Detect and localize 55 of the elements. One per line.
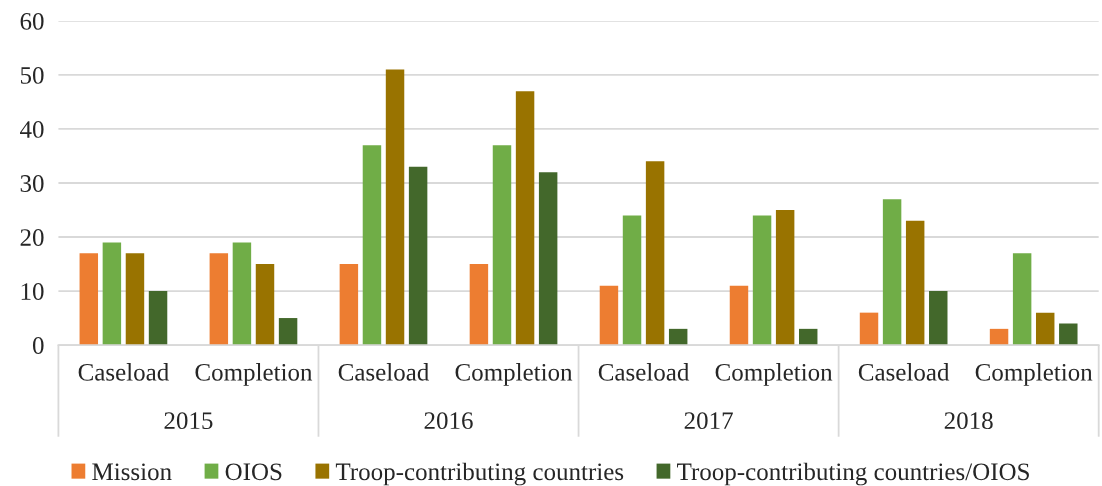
y-tick-label: 20 <box>20 229 44 246</box>
bar <box>538 172 558 346</box>
x-tick-label: Completion <box>715 363 833 386</box>
bar <box>668 328 688 346</box>
bar <box>408 166 428 346</box>
text: 2018 <box>944 412 993 430</box>
bar <box>148 291 168 346</box>
x-tick-label: Completion <box>195 363 313 386</box>
bar <box>515 91 535 346</box>
y-tick-label: 0 <box>32 337 44 354</box>
x-tick-label: Caseload <box>598 363 690 381</box>
bar <box>645 161 665 346</box>
text: 2017 <box>684 412 733 430</box>
bar <box>102 242 122 346</box>
legend-label: OIOS <box>225 463 282 481</box>
bar <box>859 312 879 346</box>
x-tick-label: Caseload <box>78 363 169 381</box>
bar <box>599 285 619 346</box>
bar <box>798 328 818 346</box>
y-tick-label: 30 <box>20 175 44 192</box>
bar <box>989 328 1009 346</box>
bar <box>1012 253 1032 346</box>
y-tick-label: 10 <box>21 283 44 300</box>
bar <box>209 253 229 346</box>
bar <box>469 264 489 346</box>
bar <box>125 253 145 346</box>
y-tick-label: 50 <box>20 66 44 84</box>
bar <box>1035 312 1055 346</box>
bar <box>339 264 359 346</box>
y-tick-label: 60 <box>20 12 44 30</box>
bar <box>255 264 275 346</box>
bar <box>752 215 772 346</box>
bar <box>362 145 382 346</box>
bar <box>385 69 405 346</box>
legend-label: Troop-contributing countries/OIOS <box>677 462 1029 486</box>
bar <box>929 291 948 346</box>
bar <box>232 242 252 346</box>
bar <box>905 220 925 346</box>
bar <box>278 318 298 346</box>
x-tick-label: Completion <box>975 363 1093 386</box>
x-tick-label: Caseload <box>338 363 430 381</box>
legend-label: Mission <box>92 463 172 481</box>
x-tick-label: Completion <box>455 363 573 386</box>
text: 2015 <box>164 412 213 430</box>
bar <box>622 215 642 346</box>
text: 2016 <box>424 412 473 430</box>
bar <box>775 209 795 346</box>
y-tick-label: 40 <box>20 121 44 138</box>
bar <box>729 285 749 346</box>
bar <box>79 253 99 346</box>
bar <box>882 199 902 346</box>
legend-label: Troop-contributing countries <box>335 462 624 486</box>
bar <box>1059 323 1078 346</box>
bar <box>492 145 512 346</box>
x-tick-label: Caseload <box>858 363 950 381</box>
